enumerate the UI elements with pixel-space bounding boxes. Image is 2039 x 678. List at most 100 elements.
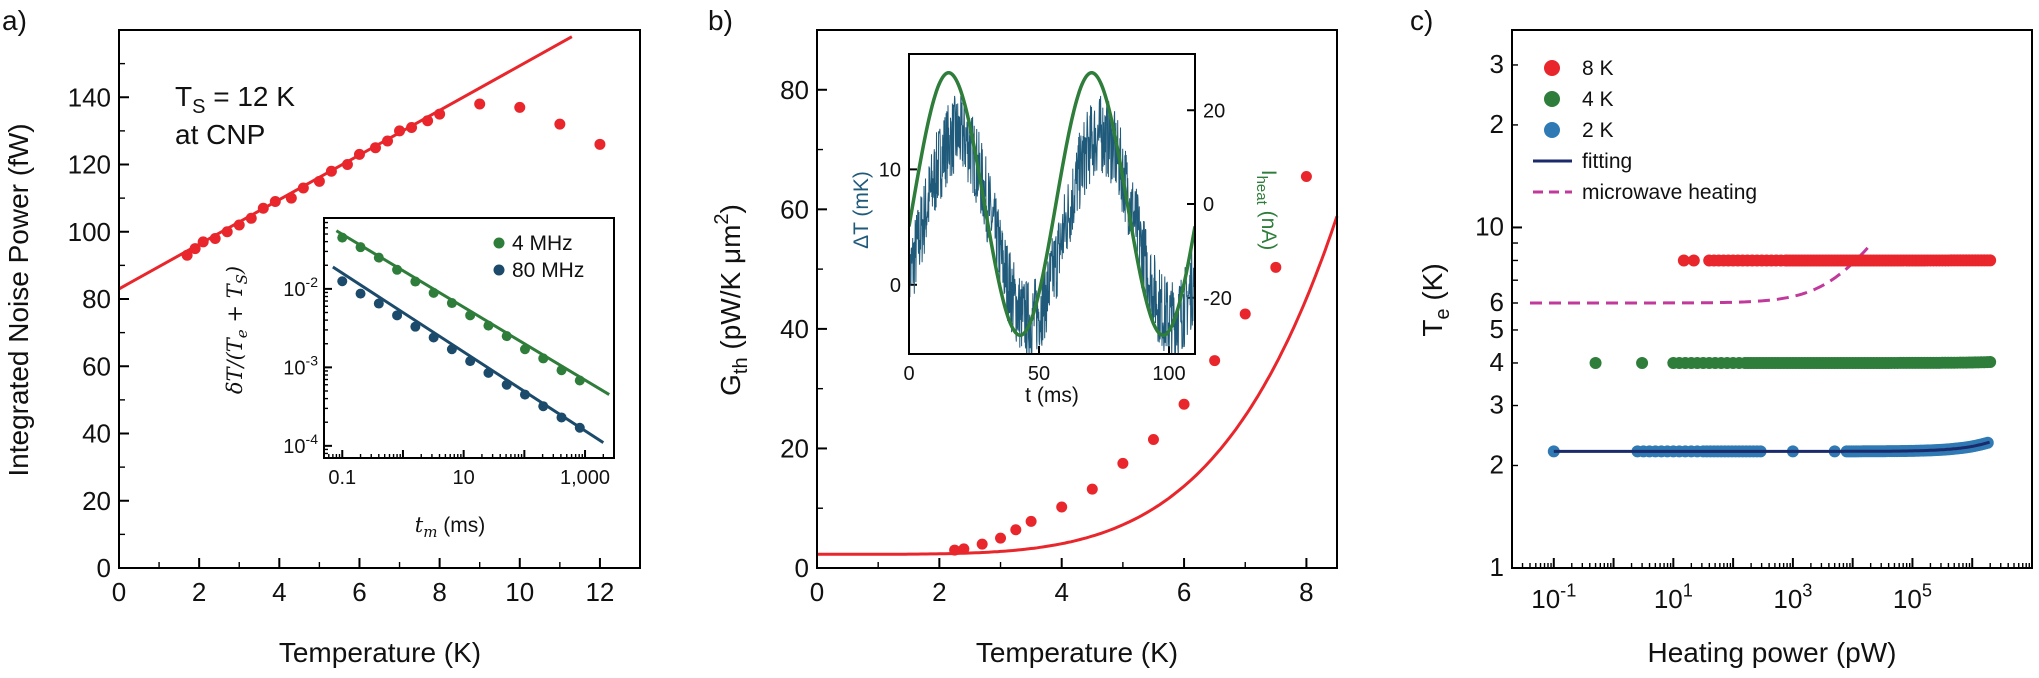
panel-a-inset-point: [446, 344, 457, 355]
panel-a-point: [297, 182, 309, 194]
panel-a-point: [197, 236, 209, 248]
panel-c-xtick-label: 105: [1893, 580, 1932, 614]
panel-b-inset-xtick-label: 100: [1152, 363, 1185, 385]
panel-a-point: [257, 202, 269, 214]
panel-a-inset-legend: 4 MHz 80 MHz: [493, 232, 584, 282]
panel-c-fitting-line: [1553, 440, 1991, 453]
panel-b-point: [976, 538, 988, 550]
panel-a-label: a): [2, 5, 27, 36]
panel-b-point: [1056, 501, 1068, 513]
panel-a-inset-point: [519, 344, 530, 355]
panel-a-inset-point: [483, 320, 494, 331]
panel-a-inset-point: [483, 367, 494, 378]
panel-c-point-8k: [1677, 254, 1690, 267]
panel-c-legend-marker-1: [1544, 91, 1560, 107]
panel-b-inset: 0 50 100 0 10 -20 0 20 t (ms) ΔT (mK) Iheat (nA…: [850, 53, 1280, 407]
panel-a-xtick-label: 0: [112, 577, 126, 607]
panel-a-ytick-label: 20: [82, 486, 111, 516]
panel-a-point: [422, 115, 434, 127]
panel-b-point: [1147, 433, 1159, 445]
panel-a-point: [474, 98, 486, 110]
panel-c-point-8k: [1984, 254, 1997, 267]
panel-b-xtick-label: 2: [932, 577, 946, 607]
panel-b-inset-xlabel: t (ms): [1025, 384, 1079, 407]
panel-b-xtick-label: 6: [1177, 577, 1191, 607]
panel-b-ytick-label: 40: [780, 314, 809, 344]
panel-a-inset-fit-1: [332, 265, 605, 444]
panel-a-inset-xlabel: tm (ms): [415, 513, 486, 541]
panel-a-inset-point: [465, 310, 476, 321]
panel-a-xtick-label: 10: [505, 577, 534, 607]
panel-a-point: [434, 108, 446, 120]
panel-a-point: [514, 101, 526, 113]
panel-a-xtick-label: 12: [585, 577, 614, 607]
panel-c-ytick-label: 6: [1490, 287, 1504, 317]
panel-a-xtick-label: 8: [432, 577, 446, 607]
panel-c-xtick-label: 103: [1773, 580, 1812, 614]
panel-c-legend-marker-0: [1544, 60, 1560, 76]
panel-a-point: [369, 142, 381, 154]
panel-b-inset-xtick-label: 0: [903, 363, 914, 385]
panel-b-ylabel: Gth (pW/K μm2): [711, 204, 752, 396]
panel-a-inset-point: [337, 276, 348, 287]
panel-b-inset-frame: [908, 53, 1196, 355]
panel-c-ytick-label: 10: [1475, 211, 1504, 241]
panel-a-point: [221, 226, 233, 238]
panel-b-point: [1178, 398, 1190, 410]
panel-a-inset-ylabel: δT/(Te + TS): [223, 266, 251, 394]
panel-b-label: b): [708, 5, 733, 36]
legend-marker-80mhz: [493, 264, 505, 276]
panel-a-point: [269, 195, 281, 207]
panel-a-point: [341, 159, 353, 170]
panel-a-inset-point: [501, 379, 512, 390]
panel-a-inset-point: [519, 389, 530, 400]
panel-c: c) 10-1 101 103 105 1 2 3 456 10 2 3 Heating power…: [1410, 5, 2033, 668]
panel-a-inset-point: [465, 356, 476, 367]
panel-c-point-4k: [1984, 355, 1997, 368]
panel-a-xlabel: Temperature (K): [279, 637, 481, 668]
panel-a-inset-xtick-label: 0.1: [328, 467, 356, 489]
panel-b-ytick-label: 60: [780, 194, 809, 224]
panel-b-xtick-label: 8: [1299, 577, 1313, 607]
panel-b-inset-deltaT-trace: [909, 94, 1195, 354]
panel-a-point: [406, 122, 418, 134]
panel-a-inset-point: [538, 353, 549, 364]
panel-a-inset-point: [355, 288, 366, 299]
panel-b-point: [1117, 457, 1129, 469]
panel-c-xtick-label: 10-1: [1531, 580, 1576, 614]
panel-b-point: [995, 532, 1007, 544]
panel-a-ytick-label: 80: [82, 284, 111, 314]
panel-a-xtick-label: 4: [272, 577, 286, 607]
panel-a-inset-point: [556, 365, 567, 376]
panel-b-ytick-label: 20: [780, 433, 809, 463]
panel-b-inset-ylabel-right: Iheat (nA): [1253, 170, 1280, 251]
legend-label-80mhz: 80 MHz: [512, 259, 584, 282]
panel-a-inset-point: [392, 310, 403, 321]
panel-a-ytick-label: 0: [97, 553, 111, 583]
panel-a-frame: [118, 29, 641, 569]
panel-a-inset-point: [428, 332, 439, 343]
panel-c-xtick-label: 101: [1654, 580, 1693, 614]
panel-a-inset-point: [337, 232, 348, 243]
legend-marker-4mhz: [493, 237, 505, 249]
panel-b-point: [1086, 483, 1098, 495]
panel-a-inset-point: [410, 276, 421, 287]
panel-a-point: [382, 135, 394, 147]
panel-c-ytick-label: 2: [1490, 449, 1504, 479]
panel-a-inset-frame: [323, 217, 615, 459]
panel-b-point: [1300, 170, 1312, 182]
panel-b-xtick-label: 4: [1054, 577, 1068, 607]
panel-a-ytick-label: 140: [68, 82, 111, 112]
panel-c-ytick-label: 4: [1490, 347, 1504, 377]
panel-b-frame: [816, 29, 1338, 569]
panel-c-legend-marker-2: [1544, 122, 1560, 138]
panel-c-ytick-label: 3: [1490, 390, 1504, 420]
panel-a-point: [245, 212, 257, 224]
panel-a-point: [353, 148, 365, 160]
panel-a-inset-point: [574, 375, 585, 386]
panel-c-legend-label-4: microwave heating: [1582, 181, 1757, 204]
panel-a-inset-point: [574, 422, 585, 433]
panel-c-xlabel: Heating power (pW): [1648, 637, 1897, 668]
